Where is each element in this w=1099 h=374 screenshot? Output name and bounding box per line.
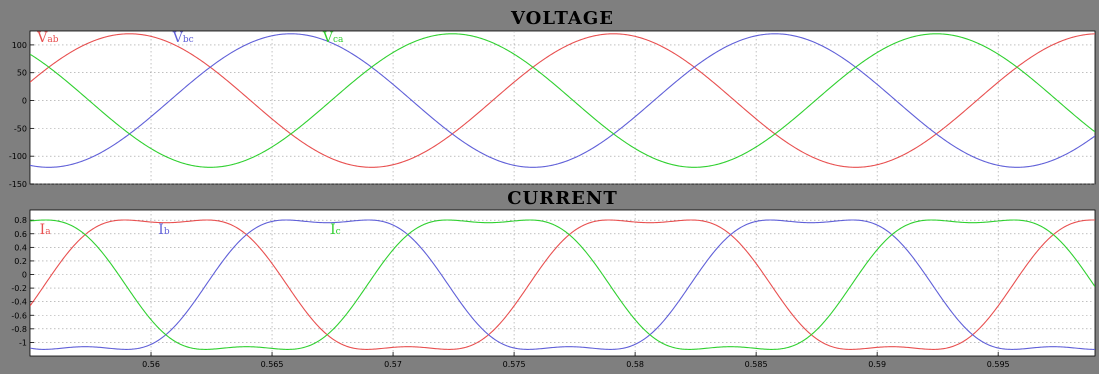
x-tick-label: 0.595 — [987, 360, 1010, 369]
y-tick-label: -0.8 — [11, 325, 27, 334]
series-line-ic — [30, 219, 1095, 350]
x-tick-label: 0.565 — [261, 360, 284, 369]
plot-area — [29, 209, 1096, 357]
y-tick-label: -50 — [14, 124, 27, 133]
y-tick-label: -150 — [9, 180, 27, 189]
x-tick-label: 0.56 — [142, 360, 160, 369]
y-tick-label: 100 — [12, 41, 27, 50]
chart-title: CURRENT — [507, 188, 618, 209]
x-tick-label: 0.57 — [384, 360, 402, 369]
y-tick-label: 0.8 — [14, 216, 27, 225]
y-tick-label: -0.6 — [11, 311, 27, 320]
x-tick-label: 0.58 — [626, 360, 644, 369]
y-tick-label: 50 — [17, 69, 27, 78]
y-tick-label: 0 — [22, 271, 27, 280]
x-tick-label: 0.575 — [503, 360, 526, 369]
y-tick-label: 0 — [22, 97, 27, 106]
series-line-vbc — [30, 33, 1095, 168]
y-tick-label: -1 — [19, 338, 27, 347]
y-tick-label: 0.2 — [14, 257, 27, 266]
series-label: Vbc — [172, 30, 194, 46]
x-tick-label: 0.585 — [745, 360, 768, 369]
y-tick-label: 0.4 — [14, 243, 27, 252]
chart-0: VOLTAGE 100 50 0 -50 -100 -150 Vab Vbc Vca — [9, 8, 1096, 189]
series-label: Ib — [158, 222, 170, 238]
y-tick-label: 0.6 — [14, 230, 27, 239]
y-tick-label: -0.2 — [11, 284, 27, 293]
y-tick-label: -100 — [9, 152, 27, 161]
x-tick-label: 0.59 — [868, 360, 886, 369]
plot-area — [29, 30, 1096, 185]
series-line-vab — [30, 33, 1095, 168]
series-label: Vab — [36, 30, 58, 46]
series-label: Vca — [322, 30, 344, 46]
series-line-ia — [30, 219, 1095, 350]
series-label: Ic — [330, 222, 341, 238]
chart-title: VOLTAGE — [510, 8, 614, 29]
y-tick-label: -0.4 — [11, 298, 27, 307]
chart-1: CURRENT 0.8 0.6 0.4 0.2 0 -0.2 -0.4 -0.6 -0.8 -1 0.… — [11, 188, 1096, 369]
series-line-ib — [30, 219, 1095, 350]
series-line-vca — [30, 33, 1095, 168]
series-label: Ia — [40, 222, 52, 238]
